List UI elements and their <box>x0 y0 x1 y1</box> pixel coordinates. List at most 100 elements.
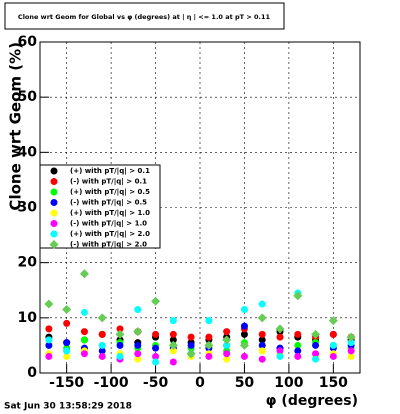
legend-marker <box>50 209 58 217</box>
x-tick-label: 100 <box>274 375 303 391</box>
marker <box>97 313 107 323</box>
marker <box>152 330 160 338</box>
marker <box>240 306 248 314</box>
marker <box>328 316 338 326</box>
marker <box>258 300 266 308</box>
marker <box>116 325 124 333</box>
marker <box>222 335 232 345</box>
marker <box>204 340 214 350</box>
marker <box>312 355 320 363</box>
legend-marker <box>50 199 58 206</box>
marker <box>294 330 302 338</box>
marker <box>134 350 142 358</box>
y-tick-label: 40 <box>18 144 38 160</box>
marker <box>205 333 213 341</box>
marker <box>276 347 284 355</box>
marker <box>205 352 213 360</box>
chart-title: Clone wrt Geom for Global vs φ (degrees)… <box>18 13 271 22</box>
y-tick-label: 10 <box>18 310 38 326</box>
legend-marker <box>50 167 58 175</box>
marker <box>45 341 53 349</box>
marker <box>80 350 88 358</box>
marker <box>347 339 355 347</box>
marker <box>44 299 54 309</box>
marker <box>151 296 161 306</box>
marker <box>115 329 125 339</box>
marker <box>240 330 248 338</box>
marker <box>205 317 213 325</box>
marker <box>312 350 320 358</box>
legend-label: (-) with pT/|q| > 1.0 <box>70 220 147 229</box>
marker <box>98 341 106 349</box>
y-tick-label: 60 <box>18 34 38 50</box>
marker <box>169 347 177 355</box>
marker <box>329 330 337 338</box>
marker <box>276 352 284 360</box>
marker <box>45 336 53 344</box>
marker <box>311 329 321 339</box>
marker <box>169 358 177 366</box>
legend-box <box>39 164 161 249</box>
marker <box>168 340 178 350</box>
marker <box>98 347 106 355</box>
marker <box>98 330 106 338</box>
x-tick-label: 0 <box>195 375 205 391</box>
marker <box>134 306 142 314</box>
legend-marker <box>50 220 58 227</box>
marker <box>79 269 89 279</box>
marker <box>258 355 266 363</box>
marker <box>223 350 231 358</box>
legend-label: (+) with pT/|q| > 1.0 <box>70 209 150 218</box>
marker <box>293 291 303 301</box>
legend-label: (+) with pT/|q| > 2.0 <box>70 230 150 239</box>
marker <box>169 330 177 338</box>
marker <box>347 347 355 355</box>
marker <box>346 332 356 342</box>
marker <box>134 355 142 363</box>
marker <box>294 347 302 355</box>
y-tick-label: 0 <box>27 365 37 381</box>
y-tick-label: 30 <box>18 200 38 216</box>
marker <box>223 341 231 349</box>
marker <box>133 327 143 337</box>
x-tick-label: 50 <box>235 375 255 391</box>
x-tick-label: -150 <box>49 375 84 391</box>
legend-label: (-) with pT/|q| > 2.0 <box>70 241 147 250</box>
marker <box>312 341 320 349</box>
marker <box>63 319 71 327</box>
marker <box>152 344 160 352</box>
x-tick-label: 150 <box>319 375 348 391</box>
marker <box>187 333 195 341</box>
marker <box>45 352 53 360</box>
marker <box>240 352 248 360</box>
legend-label: (+) with pT/|q| > 0.1 <box>70 167 150 176</box>
legend-marker <box>49 240 59 249</box>
marker <box>239 340 249 350</box>
marker <box>258 347 266 355</box>
marker <box>294 341 302 349</box>
marker <box>63 352 71 360</box>
legend-label: (+) with pT/|q| > 0.5 <box>70 188 150 197</box>
y-tick-label: 50 <box>18 89 38 105</box>
legend-marker <box>50 178 58 185</box>
marker <box>276 333 284 341</box>
marker <box>152 358 160 366</box>
marker <box>80 328 88 336</box>
legend-label: (-) with pT/|q| > 0.1 <box>70 178 147 187</box>
marker <box>152 352 160 360</box>
title-box <box>4 2 285 30</box>
x-tick-label: -100 <box>94 375 129 391</box>
marker <box>257 313 267 323</box>
marker <box>240 322 248 330</box>
marker <box>62 305 72 315</box>
y-axis-title: Clone wrt Geom (%) <box>7 42 25 211</box>
marker <box>294 352 302 360</box>
x-tick-label: -50 <box>143 375 169 391</box>
marker <box>63 339 71 347</box>
marker <box>258 330 266 338</box>
marker <box>169 336 177 344</box>
marker <box>275 324 285 334</box>
marker <box>116 341 124 349</box>
